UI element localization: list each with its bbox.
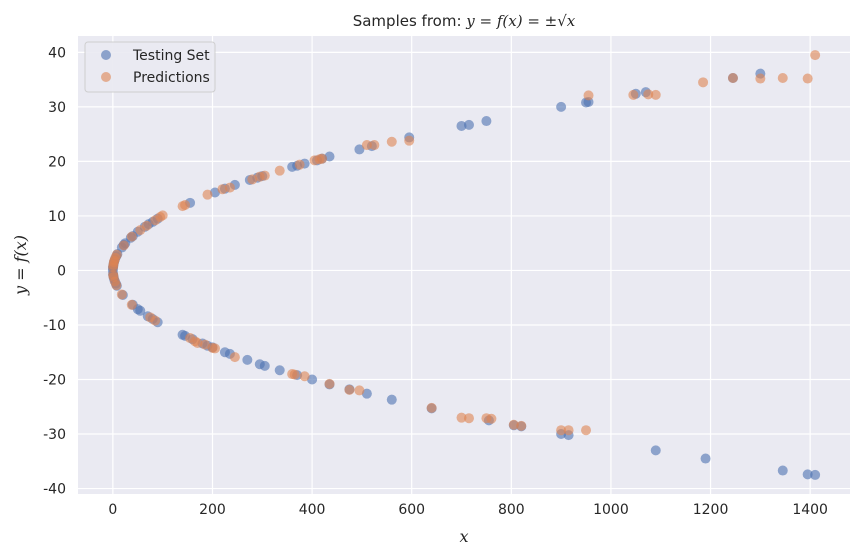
point-predictions: [556, 425, 567, 436]
point-testing-set: [810, 469, 821, 480]
y-tick-label: 40: [48, 45, 66, 61]
point-predictions: [404, 135, 415, 146]
point-predictions: [386, 136, 397, 147]
x-tick-label: 0: [108, 502, 117, 518]
point-predictions: [157, 210, 168, 221]
point-predictions: [369, 140, 380, 151]
x-tick-label: 600: [398, 502, 425, 518]
point-predictions: [508, 419, 519, 430]
point-predictions: [516, 420, 527, 431]
legend-marker-testing-set: [101, 50, 111, 60]
point-testing-set: [481, 116, 492, 127]
point-predictions: [111, 280, 122, 291]
point-predictions: [777, 72, 788, 83]
point-testing-set: [274, 365, 285, 376]
y-tick-label: 20: [48, 154, 66, 170]
point-testing-set: [700, 453, 711, 464]
y-tick-label: -20: [43, 373, 66, 389]
point-testing-set: [802, 469, 813, 480]
y-tick-labels: -40 -30 -20 -10 0 10 20 30 40: [43, 45, 66, 497]
x-tick-label: 400: [299, 502, 326, 518]
point-predictions: [698, 77, 709, 88]
point-testing-set: [361, 388, 372, 399]
point-predictions: [141, 220, 152, 231]
legend-label-predictions: Predictions: [133, 70, 210, 86]
legend-label-testing-set: Testing Set: [132, 48, 210, 64]
point-predictions: [581, 425, 592, 436]
x-axis-label: x: [459, 527, 468, 546]
point-predictions: [192, 337, 203, 348]
point-predictions: [628, 89, 639, 100]
point-predictions: [202, 189, 213, 200]
point-testing-set: [650, 445, 661, 456]
point-predictions: [180, 200, 191, 211]
y-tick-label: 0: [57, 263, 66, 279]
legend-marker-predictions: [101, 72, 111, 82]
point-predictions: [354, 385, 365, 396]
x-tick-labels: 0 200 400 600 800 1000 1200 1400: [108, 502, 828, 518]
x-tick-label: 800: [498, 502, 525, 518]
point-predictions: [486, 413, 497, 424]
x-tick-label: 1000: [593, 502, 629, 518]
point-testing-set: [556, 101, 567, 112]
point-testing-set: [463, 119, 474, 130]
grid: [78, 36, 850, 494]
x-tick-label: 1400: [792, 502, 828, 518]
point-predictions: [111, 249, 122, 260]
x-tick-label: 1200: [693, 502, 729, 518]
point-predictions: [274, 165, 285, 176]
point-testing-set: [777, 465, 788, 476]
point-predictions: [583, 90, 594, 101]
point-predictions: [289, 369, 300, 380]
point-predictions: [463, 413, 474, 424]
point-predictions: [643, 89, 654, 100]
point-predictions: [456, 412, 467, 423]
y-axis-label: y = f(x): [11, 235, 30, 296]
point-predictions: [126, 231, 137, 242]
point-predictions: [324, 378, 335, 389]
point-predictions: [299, 371, 310, 382]
point-testing-set: [307, 374, 318, 385]
point-predictions: [200, 339, 211, 350]
y-tick-label: -30: [43, 427, 66, 443]
point-predictions: [426, 402, 437, 413]
y-tick-label: 30: [48, 100, 66, 116]
point-predictions: [224, 182, 235, 193]
point-predictions: [217, 184, 228, 195]
point-testing-set: [242, 354, 253, 365]
point-predictions: [755, 73, 766, 84]
y-tick-label: 10: [48, 209, 66, 225]
point-predictions: [344, 384, 355, 395]
point-predictions: [727, 72, 738, 83]
point-testing-set: [386, 394, 397, 405]
chart-title: Samples from: y = f(x) = ±√x: [353, 12, 576, 30]
point-predictions: [229, 352, 240, 363]
point-predictions: [118, 240, 129, 251]
point-predictions: [259, 170, 270, 181]
point-predictions: [317, 153, 328, 164]
legend-box: [84, 41, 216, 93]
point-predictions: [650, 89, 661, 100]
point-predictions: [802, 73, 813, 84]
point-predictions: [116, 289, 127, 300]
point-testing-set: [456, 120, 467, 131]
data-points: [107, 50, 821, 480]
point-predictions: [563, 425, 574, 436]
point-predictions: [150, 315, 161, 326]
y-tick-label: -40: [43, 482, 66, 498]
point-predictions: [361, 140, 372, 151]
point-testing-set: [259, 360, 270, 371]
point-predictions: [209, 343, 220, 354]
point-predictions: [294, 159, 305, 170]
point-testing-set: [354, 144, 365, 155]
point-testing-set: [135, 305, 146, 316]
point-predictions: [126, 299, 137, 310]
legend: Testing Set Predictions: [84, 41, 216, 93]
plot-background: [78, 36, 850, 494]
point-predictions: [810, 50, 821, 61]
y-tick-label: -10: [43, 318, 66, 334]
x-tick-label: 200: [199, 502, 226, 518]
